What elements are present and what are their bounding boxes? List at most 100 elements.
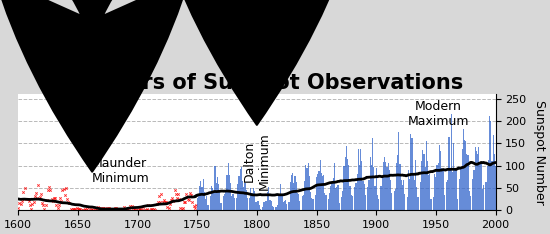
Bar [211,186,212,210]
Point [57,200,65,203]
Bar [289,202,290,210]
Bar [468,155,469,210]
Bar [416,186,417,210]
Bar [272,206,273,210]
Bar [223,196,224,210]
Bar [279,196,280,210]
Bar [312,199,314,210]
Bar [439,145,440,210]
Bar [258,205,260,210]
Bar [483,185,484,210]
Bar [278,195,279,210]
Bar [389,170,390,210]
Point [74,208,82,211]
Point [126,204,135,208]
Point [151,208,160,212]
Point [164,206,173,210]
Bar [489,116,490,210]
Bar [398,132,399,210]
Bar [452,172,453,210]
Bar [262,207,263,210]
Bar [477,154,478,210]
Bar [344,157,346,210]
Bar [290,182,291,210]
Bar [352,196,353,210]
Bar [451,114,452,210]
Bar [446,182,447,210]
Bar [349,186,350,210]
Point [122,207,131,211]
Bar [334,163,335,210]
Point [36,192,45,196]
Bar [291,175,292,210]
Point [78,208,87,212]
Bar [364,184,365,210]
Point [158,200,167,204]
Point [18,199,26,203]
Point [181,200,190,204]
Point [86,208,95,211]
Point [112,206,120,210]
Bar [255,202,256,210]
Bar [488,160,489,210]
Point [82,208,91,212]
Point [130,208,139,211]
Bar [260,209,261,210]
Bar [266,201,267,210]
Bar [294,176,296,210]
Bar [388,163,389,210]
Point [168,196,177,200]
Bar [252,188,254,210]
Bar [415,160,416,210]
Point [45,185,53,189]
Bar [368,180,370,210]
Bar [305,165,306,210]
Point [117,208,125,212]
Point [96,207,105,211]
Point [32,191,41,195]
Point [104,206,113,209]
Bar [420,182,421,210]
Bar [376,168,377,210]
Point [20,197,29,201]
Point [90,208,99,212]
Bar [491,161,493,210]
Point [33,196,42,200]
Bar [229,175,230,210]
Bar [330,186,332,210]
Point [52,203,60,207]
Bar [204,192,205,210]
Point [144,204,153,207]
Bar [332,182,333,210]
Point [107,208,116,212]
Bar [335,187,336,210]
Point [53,206,62,210]
Point [171,193,180,196]
Point [185,192,194,195]
Bar [433,197,434,210]
Point [152,203,161,206]
Bar [237,183,238,210]
Bar [244,183,245,210]
Point [30,194,39,198]
Point [97,206,106,210]
Bar [284,201,285,210]
Point [25,199,34,203]
Bar [411,138,412,210]
Bar [381,186,382,210]
Bar [198,194,199,210]
Bar [228,163,229,210]
Point [76,208,85,211]
Point [177,207,186,211]
Bar [487,166,488,210]
Bar [307,163,309,210]
Point [190,206,199,210]
Point [88,207,97,210]
Bar [299,201,300,210]
Bar [219,192,221,210]
Point [167,198,175,202]
Bar [318,171,320,210]
Point [191,203,200,207]
Bar [453,143,454,210]
Bar [414,180,415,210]
